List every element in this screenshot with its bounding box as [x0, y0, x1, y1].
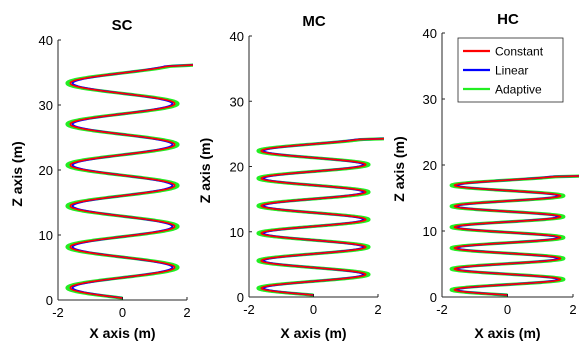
y-axis-title: Z axis (m) — [391, 136, 407, 201]
y-tick-label: 40 — [423, 26, 437, 41]
y-tick-label: 0 — [237, 290, 244, 305]
x-axis-title: X axis (m) — [280, 325, 346, 341]
x-tick-label: -2 — [243, 302, 255, 317]
y-tick-label: 10 — [423, 224, 437, 239]
y-tick-label: 30 — [230, 94, 244, 109]
legend-label-adaptive: Adaptive — [495, 83, 542, 97]
y-tick-label: 30 — [39, 98, 53, 113]
y-axis-title: Z axis (m) — [9, 141, 25, 206]
x-tick-label: -2 — [52, 305, 64, 320]
x-tick-label: 0 — [504, 302, 511, 317]
y-tick-label: 30 — [423, 92, 437, 107]
y-tick-label: 10 — [39, 228, 53, 243]
y-tick-label: 20 — [423, 158, 437, 173]
y-axis-title: Z axis (m) — [197, 138, 213, 203]
y-tick-label: 20 — [230, 160, 244, 175]
series-constant-line — [69, 64, 193, 299]
y-tick-label: 0 — [46, 293, 53, 308]
series-constant-line — [453, 175, 579, 296]
x-tick-label: 0 — [310, 302, 317, 317]
x-tick-label: 0 — [119, 305, 126, 320]
y-tick-label: 0 — [430, 290, 437, 305]
x-axis-title: X axis (m) — [89, 325, 155, 341]
chart-title: SC — [112, 17, 133, 34]
legend: Constant Linear Adaptive — [457, 37, 564, 103]
x-tick-label: 2 — [183, 305, 190, 320]
x-tick-label: 2 — [569, 302, 576, 317]
y-tick-label: 40 — [39, 33, 53, 48]
y-tick-label: 20 — [39, 163, 53, 178]
x-axis-title: X axis (m) — [474, 325, 540, 341]
legend-label-constant: Constant — [495, 45, 544, 59]
x-tick-label: -2 — [436, 302, 448, 317]
chart-title: MC — [302, 13, 325, 30]
x-tick-label: 2 — [374, 302, 381, 317]
chart-title: HC — [497, 11, 519, 28]
legend-label-linear: Linear — [495, 64, 528, 78]
y-tick-label: 10 — [230, 225, 244, 240]
series-constant-line — [260, 137, 384, 296]
y-tick-label: 40 — [230, 29, 244, 44]
